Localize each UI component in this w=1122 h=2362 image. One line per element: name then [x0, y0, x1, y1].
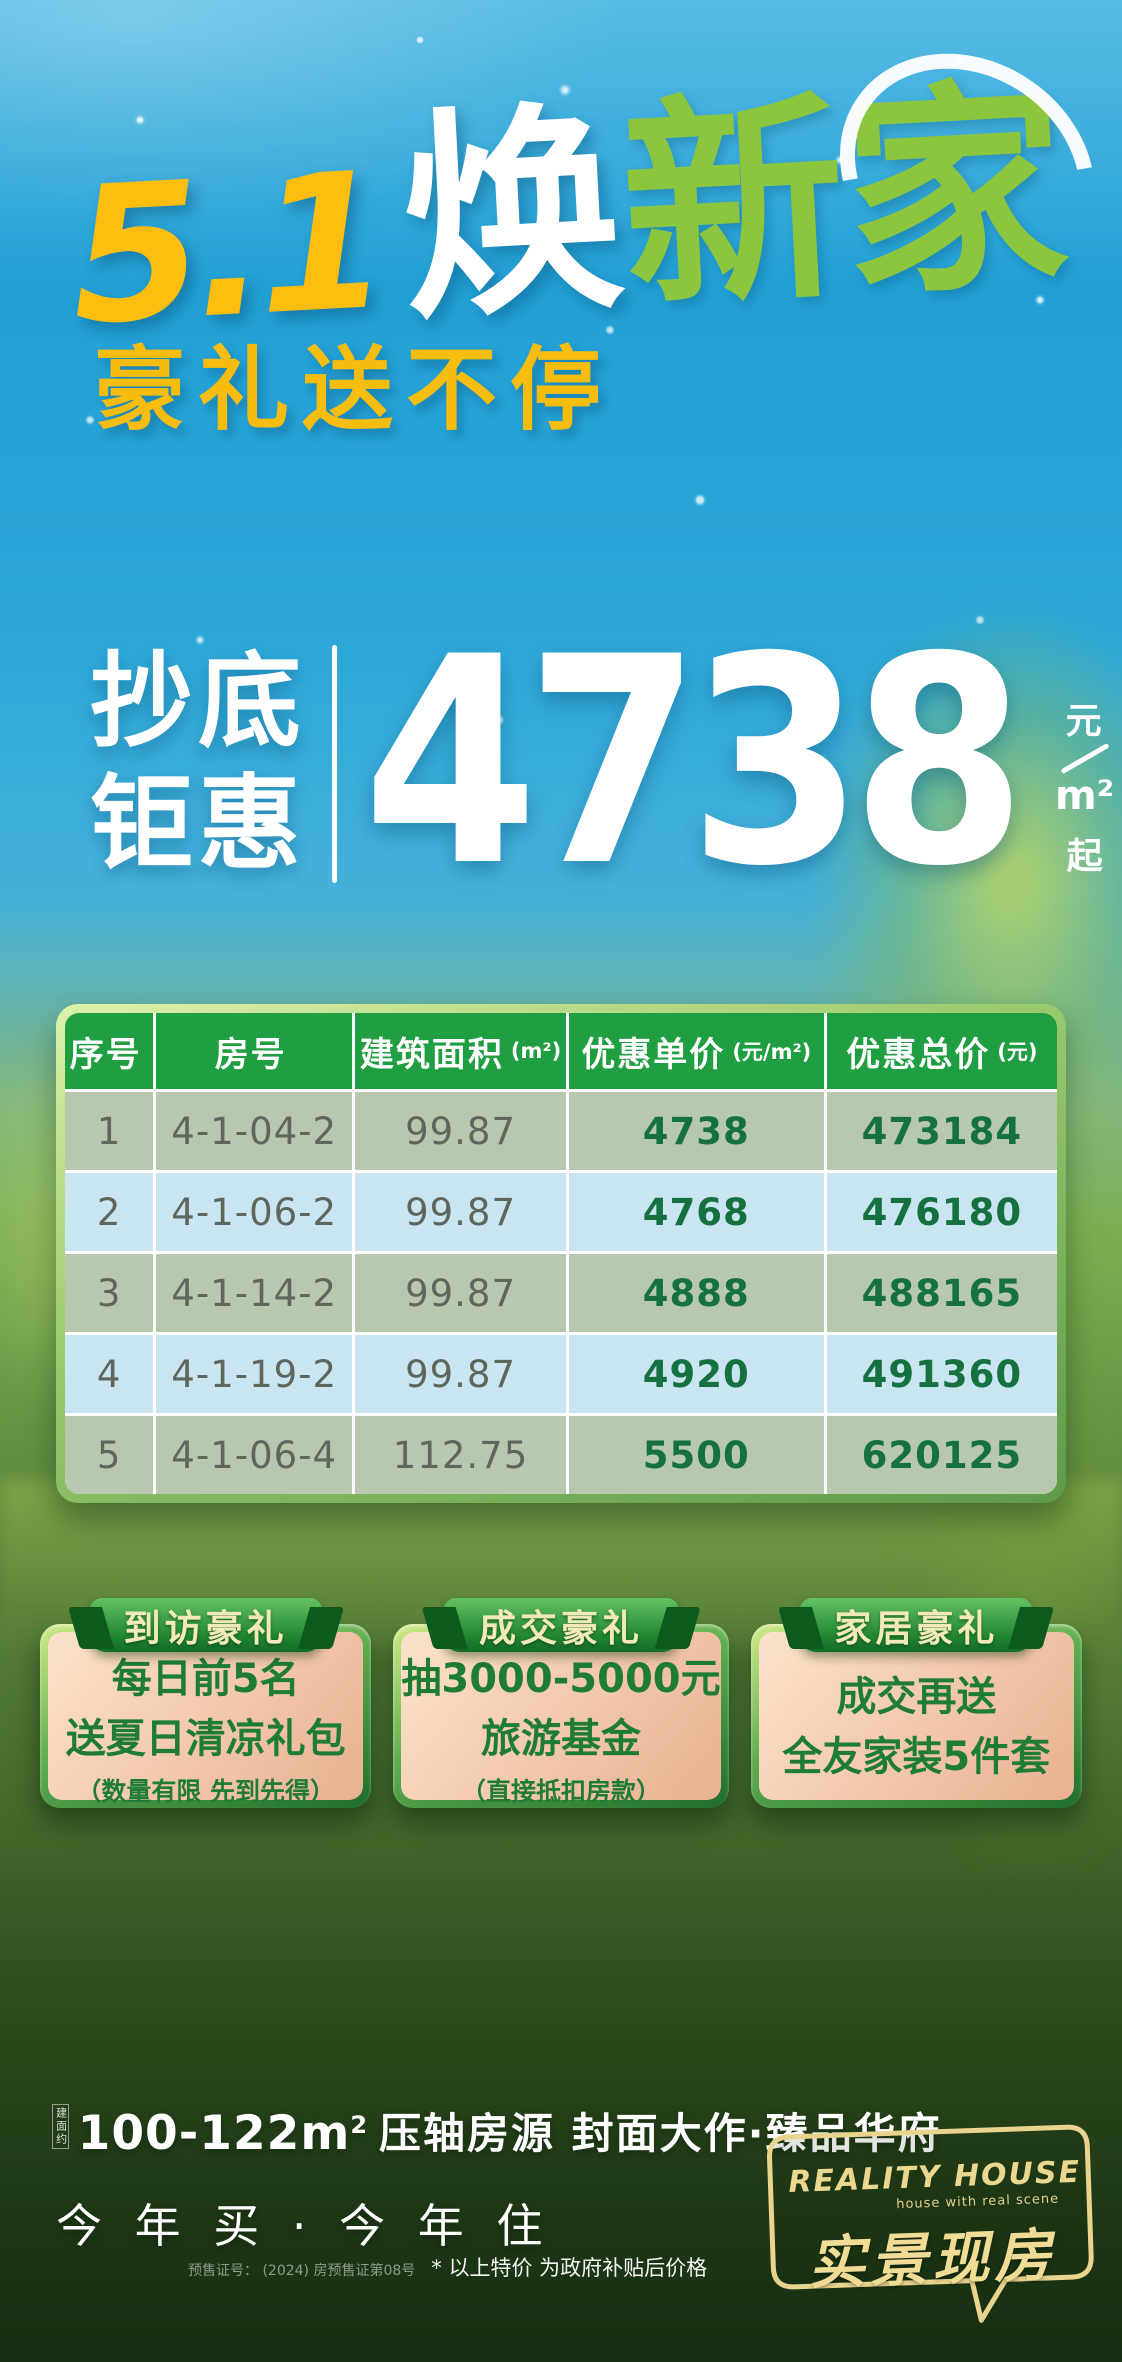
table-cell: 476180: [826, 1173, 1057, 1251]
table-cell: 4888: [568, 1254, 824, 1332]
gift-cards-row: 到访豪礼 每日前5名 送夏日清凉礼包 （数量有限 先到先得） 成交豪礼 抽300…: [40, 1598, 1083, 1808]
header-label: 序号: [69, 1034, 142, 1075]
price-label: 抄底 钜惠: [90, 642, 306, 885]
card-body: 抽3000-5000元 旅游基金 （直接抵扣房款）: [401, 1632, 721, 1806]
footer-slogan: 今 年 买 · 今 年 住: [56, 2199, 543, 2253]
price-label-line1: 抄底: [90, 642, 306, 762]
headline-superscript: 2: [350, 2111, 368, 2139]
logo-char-huan: 焕: [394, 81, 630, 351]
table-cell: 4-1-04-2: [156, 1092, 353, 1170]
table-header-area: 建筑面积 (m²): [355, 1013, 566, 1089]
area-note-vertical: 建面约: [52, 2104, 69, 2149]
card-line2: 送夏日清凉礼包: [65, 1715, 346, 1762]
card-line2: 旅游基金: [481, 1715, 641, 1762]
table-cell: 473184: [826, 1092, 1057, 1170]
table-cell: 112.75: [355, 1416, 566, 1494]
legal-line: 预售证号： (2024) 房预售证第08号 * 以上特价 为政府补贴后价格: [188, 2252, 707, 2282]
badge-chinese-title: 实景现房: [807, 2222, 1058, 2298]
logo-date: 5.1: [65, 131, 386, 367]
table-cell: 99.87: [355, 1092, 566, 1170]
table-cell: 5500: [568, 1416, 824, 1494]
table-header-index: 序号: [65, 1013, 154, 1089]
card-line1: 成交再送: [836, 1673, 997, 1720]
table-cell: 4738: [568, 1092, 824, 1170]
table-cell: 99.87: [355, 1173, 566, 1251]
water-droplets-decoration: [0, 0, 1122, 1000]
price-units: 元 m² 起: [1055, 692, 1114, 879]
table-cell: 4: [65, 1335, 154, 1413]
campaign-subtitle: 豪礼送不停: [94, 338, 615, 443]
table-cell: 5: [65, 1416, 154, 1494]
header-label: 优惠总价: [846, 1034, 991, 1075]
table-header-total-price: 优惠总价 (元): [826, 1013, 1057, 1089]
price-table: 序号 房号 建筑面积 (m²) 优惠单价 (元/m²) 优惠总价 (元) 1 4-1-…: [56, 1004, 1066, 1503]
logo-chars-xinjia: 新家: [616, 4, 1122, 344]
price-label-line2: 钜惠: [90, 763, 306, 884]
price-block: 抄底 钜惠 4738 元 m² 起: [90, 597, 1114, 930]
unit-area: m²: [1055, 773, 1115, 820]
table-cell: 2: [65, 1173, 154, 1251]
table-cell: 620125: [826, 1416, 1057, 1494]
badge-outline-bubble: [767, 2124, 1094, 2323]
ribbon-banner: 家居豪礼: [800, 1598, 1033, 1652]
card-frame: 成交再送 全友家装5件套: [750, 1624, 1083, 1808]
card-line1: 每日前5名: [111, 1655, 300, 1702]
table-cell: 99.87: [355, 1335, 566, 1413]
card-line1: 抽3000-5000元: [401, 1655, 721, 1702]
table-header-unit-price: 优惠单价 (元/m²): [568, 1013, 824, 1089]
table-cell: 1: [65, 1092, 154, 1170]
table-cell: 491360: [826, 1335, 1057, 1413]
card-frame: 抽3000-5000元 旅游基金 （直接抵扣房款）: [393, 1624, 729, 1808]
gift-card-deal: 成交豪礼 抽3000-5000元 旅游基金 （直接抵扣房款）: [393, 1598, 729, 1808]
header-unit: (元/m²): [732, 1040, 812, 1064]
card-note: （数量有限 先到先得）: [76, 1776, 336, 1806]
card-note: （直接抵扣房款）: [461, 1776, 662, 1806]
table-cell: 4-1-19-2: [156, 1335, 353, 1413]
presale-permit: 预售证号： (2024) 房预售证第08号: [188, 2263, 416, 2279]
header-unit: (元): [997, 1040, 1038, 1064]
unit-currency: 元: [1065, 701, 1104, 743]
price-value: 4738: [363, 597, 1027, 930]
ribbon-banner: 成交豪礼: [443, 1598, 679, 1652]
price-divider: [332, 644, 337, 883]
table-cell: 488165: [826, 1254, 1057, 1332]
card-frame: 每日前5名 送夏日清凉礼包 （数量有限 先到先得）: [40, 1624, 372, 1808]
ribbon-banner: 到访豪礼: [89, 1598, 322, 1652]
card-body: 每日前5名 送夏日清凉礼包 （数量有限 先到先得）: [48, 1632, 364, 1806]
gift-card-visit: 到访豪礼 每日前5名 送夏日清凉礼包 （数量有限 先到先得）: [40, 1598, 372, 1808]
price-table-grid: 序号 房号 建筑面积 (m²) 优惠单价 (元/m²) 优惠总价 (元) 1 4-1-…: [65, 1013, 1057, 1494]
header-label: 建筑面积: [359, 1034, 504, 1075]
bottom-vignette: [0, 1842, 1122, 2362]
ribbon-title: 到访豪礼: [123, 1607, 288, 1650]
table-cell: 3: [65, 1254, 154, 1332]
headline-area-range: 100-122m: [77, 2106, 351, 2161]
table-cell: 99.87: [355, 1254, 566, 1332]
table-cell: 4920: [568, 1335, 824, 1413]
unit-from: 起: [1066, 836, 1103, 878]
unit-slash-decoration: [1059, 742, 1110, 775]
table-cell: 4-1-06-2: [156, 1173, 353, 1251]
table-header-room: 房号: [156, 1013, 353, 1089]
table-cell: 4-1-14-2: [156, 1254, 353, 1332]
table-cell: 4768: [568, 1173, 824, 1251]
price-disclaimer: * 以上特价 为政府补贴后价格: [431, 2256, 708, 2280]
card-body: 成交再送 全友家装5件套: [758, 1632, 1075, 1800]
reality-house-badge: REALITY HOUSE house with real scene 实景现房: [763, 2120, 1100, 2331]
ribbon-title: 成交豪礼: [478, 1607, 643, 1650]
header-label: 优惠单价: [581, 1034, 726, 1075]
table-cell: 4-1-06-4: [156, 1416, 353, 1494]
gift-card-home: 家居豪礼 成交再送 全友家装5件套: [750, 1598, 1083, 1808]
header-unit: (m²): [510, 1039, 562, 1063]
header-label: 房号: [214, 1034, 287, 1075]
card-line2: 全友家装5件套: [782, 1733, 1051, 1780]
ribbon-title: 家居豪礼: [834, 1607, 999, 1650]
